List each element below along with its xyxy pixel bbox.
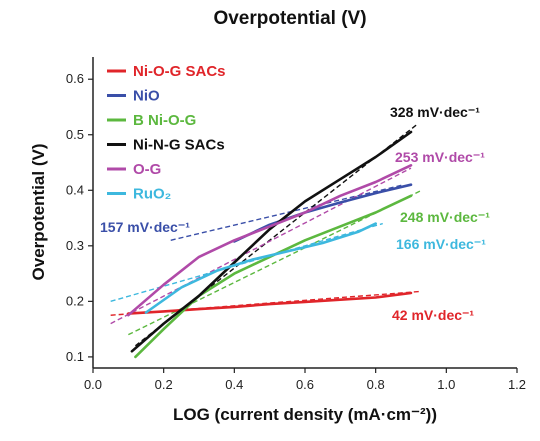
fit-line-4 (110, 167, 412, 325)
series-line-3 (130, 130, 413, 353)
tafel-label-4: 253 mV·dec⁻¹ (395, 149, 485, 165)
x-tick-label: 0.2 (155, 377, 173, 392)
x-tick-label: 0.0 (84, 377, 102, 392)
tafel-label-5: 166 mV·dec⁻¹ (396, 236, 486, 252)
x-tick-label: 1.2 (508, 377, 526, 392)
y-tick-label: 0.5 (66, 127, 84, 142)
y-axis-title: Overpotential (V) (29, 144, 48, 281)
legend-label-2: B Ni-O-G (133, 112, 196, 129)
tafel-label-2: 248 mV·dec⁻¹ (400, 209, 490, 225)
series-line-2 (134, 194, 413, 359)
tafel-slope-labels: 42 mV·dec⁻¹ 157 mV·dec⁻¹ 248 mV·dec⁻¹ 328 m… (100, 104, 490, 323)
x-tick-label: 0.8 (367, 377, 385, 392)
tafel-label-1: 157 mV·dec⁻¹ (100, 219, 190, 235)
series-line-0 (127, 291, 413, 315)
series-lines (127, 130, 413, 359)
series-line-5 (144, 222, 378, 314)
legend: Ni-O-G SACs NiO B Ni-O-G Ni-N-G SACs O-G RuO₂ (107, 63, 226, 203)
x-tick-label: 0.6 (296, 377, 314, 392)
tafel-label-3: 328 mV·dec⁻¹ (390, 104, 480, 120)
y-tick-label: 0.6 (66, 71, 84, 86)
chart-title: Overpotential (V) (213, 8, 366, 29)
x-tick-label: 1.0 (437, 377, 455, 392)
fit-line-1 (170, 184, 405, 241)
legend-label-1: NiO (133, 88, 160, 105)
legend-label-5: RuO₂ (133, 186, 171, 203)
fit-line-5 (110, 222, 383, 303)
axis-ticks: 0.0 0.2 0.4 0.6 0.8 1.0 1.2 0.1 0.2 0.3 0.4 0.5 0.6 (66, 71, 526, 392)
legend-label-3: Ni-N-G SACs (133, 137, 225, 154)
legend-label-0: Ni-O-G SACs (133, 63, 226, 80)
series-line-4 (127, 164, 413, 317)
y-tick-label: 0.3 (66, 238, 84, 253)
y-tick-label: 0.2 (66, 293, 84, 308)
y-tick-label: 0.4 (66, 182, 84, 197)
y-tick-label: 0.1 (66, 349, 84, 364)
tafel-label-0: 42 mV·dec⁻¹ (392, 307, 474, 323)
x-tick-label: 0.4 (225, 377, 243, 392)
legend-label-4: O-G (133, 161, 161, 178)
x-axis-title: LOG (current density (mA·cm⁻²)) (173, 405, 437, 424)
